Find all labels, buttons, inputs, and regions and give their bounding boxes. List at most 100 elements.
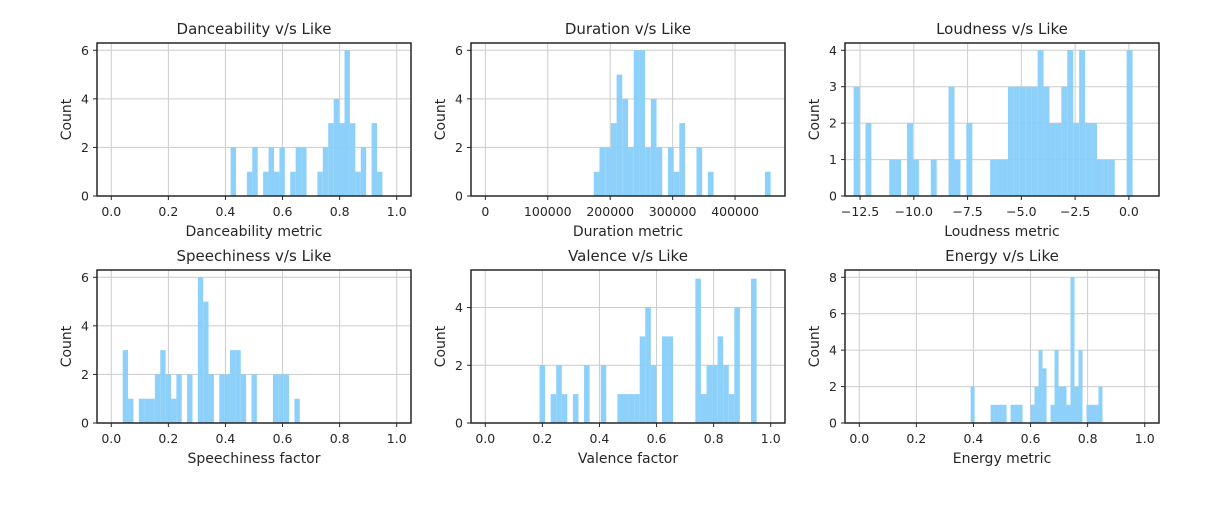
axes-frame (844, 269, 1160, 424)
histogram-bar (1042, 368, 1047, 423)
y-tick-label: 0 (455, 416, 463, 431)
chart-title: Energy v/s Like (945, 247, 1059, 265)
histogram-bar (628, 394, 635, 423)
x-tick-label: 0.0 (475, 431, 495, 446)
histogram-bar (639, 50, 646, 197)
histogram-bar (623, 394, 629, 423)
histogram-bar (667, 147, 674, 196)
histogram-bar (764, 171, 771, 196)
subplot-3: −12.5 −10.0 −7.5 −5.0 −2.5 0.0 0 1 2 3 4 Loudness v… (807, 20, 1160, 240)
subplot-2: 0 100000 200000 300000 400000 0 2 4 6 Duration v/… (433, 20, 786, 240)
histogram-bar (996, 159, 1002, 196)
histogram-bar (1038, 350, 1043, 423)
x-axis-label: Duration metric (573, 224, 683, 240)
subplot-6: 0.0 0.2 0.4 0.6 0.8 1.0 0 2 4 6 8 Energy v/s Like En… (807, 247, 1160, 467)
histogram-bar (550, 394, 557, 423)
histogram-bar (1002, 404, 1007, 423)
histogram-bar (1073, 123, 1080, 196)
histogram-bar (252, 147, 258, 196)
histogram-bar (187, 374, 193, 423)
histogram-bar (1043, 86, 1050, 196)
histogram-bar (268, 147, 274, 196)
histogram-bar (344, 50, 350, 197)
x-tick-label: 1.0 (387, 431, 407, 446)
histogram-bar (650, 98, 657, 196)
y-tick-label: 0 (829, 416, 837, 431)
histogram-bar (998, 404, 1003, 423)
histogram-bar (1062, 386, 1067, 423)
histogram-bar (219, 374, 225, 423)
histogram-bar (1102, 159, 1109, 196)
y-tick-label: 2 (829, 379, 837, 394)
chart-title: Danceability v/s Like (177, 20, 332, 38)
histogram-bar (1066, 404, 1071, 423)
x-tick-label: 0.6 (647, 431, 667, 446)
y-tick-label: 8 (829, 270, 837, 285)
x-tick-label: 400000 (711, 204, 759, 219)
histogram-bar (622, 98, 628, 196)
histogram-bar (360, 147, 367, 196)
histogram-bar (355, 171, 361, 196)
histogram-bar (1019, 86, 1026, 196)
histogram-bar (1034, 386, 1039, 423)
histogram-bar (1025, 86, 1032, 196)
y-tick-label: 2 (81, 140, 89, 155)
histogram-bar (349, 123, 356, 196)
chart-title: Valence v/s Like (568, 247, 688, 265)
histogram-bar (1002, 159, 1008, 196)
histogram-bar (1094, 404, 1099, 423)
histogram-bar (1037, 50, 1044, 197)
histogram-bar (224, 374, 231, 423)
y-tick-label: 0 (455, 189, 463, 204)
histogram-bar (990, 159, 997, 196)
y-tick-label: 4 (81, 318, 89, 333)
histogram-bar (1090, 404, 1095, 423)
histogram-bar (723, 365, 729, 423)
histogram-bar (539, 365, 546, 423)
histogram-bar (948, 86, 955, 196)
histogram-bar (865, 123, 872, 196)
histogram-bar (283, 374, 290, 423)
x-tick-label: −12.5 (841, 204, 879, 219)
x-tick-label: 0.0 (1119, 204, 1139, 219)
x-axis-label: Energy metric (953, 451, 1052, 467)
histogram-bar (645, 147, 651, 196)
y-tick-label: 4 (455, 300, 463, 315)
histogram-bar (617, 394, 624, 423)
y-axis-label: Count (433, 325, 449, 367)
histogram-bar (707, 171, 714, 196)
histogram-bar (1085, 123, 1092, 196)
histogram-bar (661, 336, 668, 423)
histogram-bar (556, 365, 562, 423)
histogram-bar (240, 374, 247, 423)
histogram-bar (160, 350, 166, 423)
y-tick-label: 3 (829, 79, 837, 94)
histogram-bar (990, 404, 995, 423)
histogram-bar (272, 374, 279, 423)
y-tick-label: 4 (455, 91, 463, 106)
histogram-bar (1049, 123, 1056, 196)
histogram-bar (1061, 86, 1068, 196)
y-tick-label: 6 (829, 306, 837, 321)
axes-frame (96, 42, 412, 197)
x-tick-label: 0.4 (216, 204, 236, 219)
y-tick-label: 2 (81, 367, 89, 382)
histogram-bar (138, 398, 145, 423)
histogram-bar (593, 171, 600, 196)
histogram-bar (751, 278, 757, 423)
histogram-bar (235, 350, 241, 423)
histogram-bar (122, 350, 129, 423)
histogram-bar (377, 171, 383, 196)
histogram-bar (1098, 386, 1103, 423)
histogram-bar (1079, 50, 1086, 197)
x-tick-label: 0.8 (704, 431, 724, 446)
x-tick-label: −5.0 (1006, 204, 1036, 219)
y-tick-label: 0 (81, 416, 89, 431)
histogram-bar (154, 374, 161, 423)
histogram-bar (695, 278, 701, 423)
histogram-bar (634, 394, 640, 423)
histogram-bar (679, 123, 686, 196)
histogram-bar (912, 159, 919, 196)
x-tick-label: −2.5 (1060, 204, 1090, 219)
